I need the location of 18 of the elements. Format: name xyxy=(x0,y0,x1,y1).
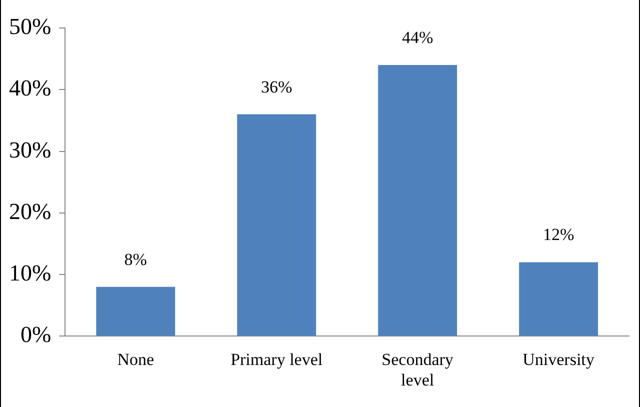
x-tick-label: Secondary level xyxy=(382,350,454,390)
x-tick-label: University xyxy=(522,350,595,369)
data-label: 8% xyxy=(124,250,147,269)
x-tick-label: None xyxy=(117,350,154,369)
y-tick-label: 30% xyxy=(8,137,52,162)
y-tick-label: 20% xyxy=(8,198,52,224)
y-tick-label: 40% xyxy=(8,76,52,101)
data-label: 44% xyxy=(402,28,434,47)
y-tick-label: 10% xyxy=(8,260,52,286)
y-tick-label: 50% xyxy=(8,14,52,40)
data-label: 36% xyxy=(261,77,292,96)
y-tick-label: 0% xyxy=(20,322,52,348)
bar xyxy=(96,286,176,336)
bar xyxy=(519,262,598,336)
bar xyxy=(378,64,458,336)
x-tick-label: Primary level xyxy=(230,350,323,369)
bar xyxy=(237,114,316,336)
data-label: 12% xyxy=(542,225,574,244)
